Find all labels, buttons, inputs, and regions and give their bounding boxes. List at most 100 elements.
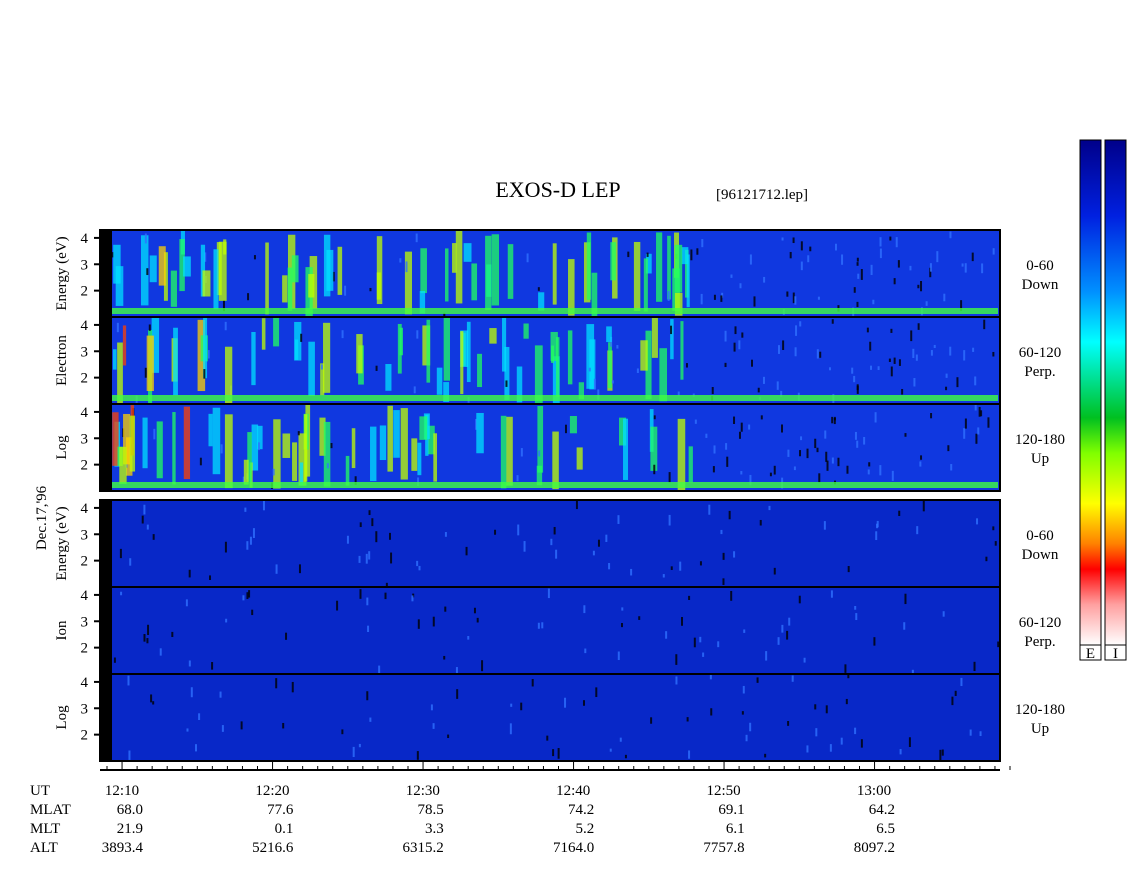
spectrum-texture	[452, 243, 457, 273]
spectrum-texture	[869, 341, 872, 351]
spectrum-texture	[617, 515, 620, 524]
spectrum-texture	[911, 669, 914, 674]
spectrum-texture	[475, 418, 478, 430]
spectrum-texture	[246, 592, 249, 600]
spectrum-texture	[983, 319, 986, 330]
spectrum-texture	[787, 721, 790, 726]
spectrum-texture	[367, 625, 370, 633]
ephemeris-value: 0.1	[275, 821, 294, 837]
spectrum-texture	[943, 293, 946, 302]
spectrum-texture	[956, 377, 959, 388]
spectrum-texture	[576, 447, 583, 470]
spectrum-texture	[816, 447, 819, 453]
spectrum-texture	[376, 236, 383, 305]
spectrum-texture	[127, 675, 130, 686]
spectrum-texture	[147, 624, 150, 635]
spectrum-texture	[854, 727, 857, 735]
spectrum-texture	[538, 450, 541, 457]
spectrum-texture	[146, 524, 149, 530]
spectrum-texture	[455, 667, 458, 674]
spectrum-texture	[721, 292, 724, 298]
spectrum-texture	[875, 531, 878, 541]
spectrum-texture	[941, 749, 944, 756]
spectrum-texture	[847, 566, 850, 573]
spectrum-texture	[251, 332, 256, 386]
spectrum-texture	[247, 293, 250, 301]
spectrum-texture	[366, 597, 369, 606]
spectrum-texture	[617, 651, 620, 661]
spectrum-texture	[526, 253, 529, 263]
spectrum-texture	[685, 363, 688, 368]
spectrum-texture	[776, 381, 779, 390]
spectrum-texture	[917, 284, 920, 289]
spectrum-texture	[291, 681, 294, 693]
spectrum-texture	[939, 749, 942, 761]
spectrum-texture	[416, 330, 419, 339]
spectrum-texture	[620, 622, 623, 628]
spectrum-texture	[985, 556, 988, 562]
spectrum-texture	[619, 737, 622, 742]
spectrum-texture	[701, 239, 704, 248]
panel-edge	[100, 230, 112, 317]
spectrum-texture	[922, 500, 925, 512]
spectrum-texture	[800, 241, 803, 251]
spectrum-texture	[972, 347, 975, 352]
ephemeris-value: 21.9	[117, 821, 143, 837]
spectrum-texture	[730, 274, 733, 278]
spectrum-texture	[733, 416, 736, 424]
spectrum-texture	[912, 348, 915, 358]
spectrum-texture	[426, 319, 431, 383]
spectrum-texture	[913, 378, 916, 387]
spectrum-texture	[140, 235, 149, 306]
spectrum-texture	[156, 421, 163, 479]
spectrum-texture	[146, 335, 154, 392]
spectrum-texture	[463, 243, 472, 262]
spectrum-texture	[112, 412, 119, 466]
spectrum-texture	[417, 619, 420, 629]
spectrum-texture	[359, 589, 362, 599]
spectrum-texture	[650, 426, 658, 471]
spectrum-texture	[320, 364, 323, 370]
spectrum-background	[100, 404, 1000, 491]
spectrum-texture	[696, 248, 699, 255]
spectrum-texture	[113, 244, 121, 284]
spectrum-texture	[385, 364, 392, 391]
spectrum-texture	[115, 266, 124, 306]
ephemeris-name: MLAT	[30, 802, 71, 818]
spectrum-texture	[679, 561, 682, 571]
y-axis-label: Energy (eV)	[54, 506, 70, 580]
spectrum-texture	[949, 231, 952, 239]
spectrum-texture	[294, 321, 302, 361]
spectrum-texture	[282, 433, 291, 458]
spectrum-texture	[485, 235, 492, 310]
spectrum-texture	[553, 526, 556, 535]
spectrum-texture	[605, 534, 608, 542]
spectrum-texture	[455, 230, 463, 304]
spectrum-texture	[262, 500, 265, 511]
spectrum-texture	[667, 291, 670, 302]
spectrum-texture	[741, 332, 744, 338]
x-tick-label: 12:10	[105, 783, 139, 799]
spectrum-texture	[799, 321, 802, 327]
spectrum-texture	[945, 386, 948, 391]
spectrum-texture	[750, 359, 753, 367]
spectrum-texture	[856, 257, 859, 262]
spectrum-texture	[393, 410, 400, 458]
spectrum-texture	[129, 558, 132, 566]
spectrum-texture	[724, 362, 727, 368]
y-tick-label: 4	[81, 588, 89, 604]
spectrum-texture	[624, 754, 627, 759]
spectrum-texture	[551, 345, 555, 363]
spectrum-texture	[759, 519, 762, 526]
spectrum-texture	[713, 294, 716, 300]
spectrum-texture	[375, 531, 378, 543]
spectrum-texture	[582, 700, 585, 706]
spectrum-texture	[853, 375, 856, 383]
y-axis-label: Ion	[54, 620, 70, 640]
spectrum-texture	[693, 637, 696, 648]
spectrum-texture	[416, 751, 419, 760]
ephemeris-value: 6315.2	[403, 840, 444, 856]
spectrum-texture	[552, 431, 559, 490]
spectrum-texture	[730, 590, 733, 601]
